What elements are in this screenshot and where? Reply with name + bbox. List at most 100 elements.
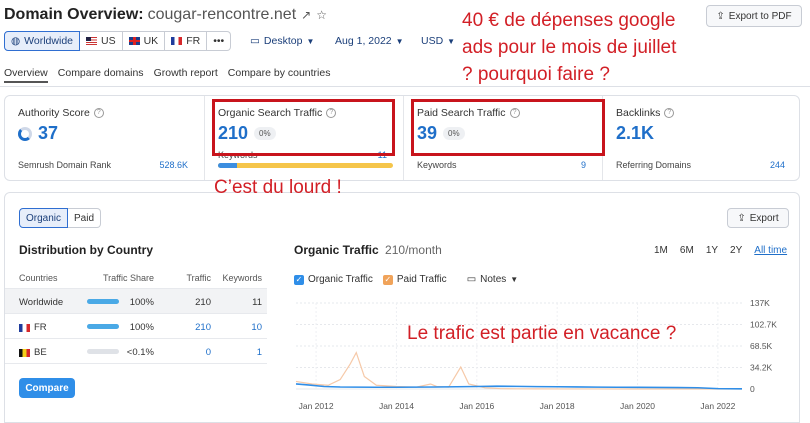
legend-organic[interactable]: ✓ Organic Traffic (294, 274, 373, 285)
metric-label: Authority Score (18, 107, 90, 119)
tab-compare-by-countries[interactable]: Compare by countries (227, 67, 331, 79)
backlinks-label: Backlinks ? (616, 107, 675, 119)
db-label: Worldwide (24, 35, 73, 47)
organic-highlight-box (212, 99, 395, 156)
us-flag-icon (86, 37, 97, 45)
compare-button[interactable]: Compare (19, 378, 75, 398)
domain-rank-value[interactable]: 528.6K (159, 160, 188, 170)
metric-value: 2.1K (616, 123, 655, 143)
share-bar-fill (87, 324, 119, 329)
domain-rank-label: Semrush Domain Rank (18, 160, 112, 170)
legend-paid[interactable]: ✓ Paid Traffic (382, 274, 447, 285)
referring-domains-label: Referring Domains (616, 160, 692, 170)
traffic-panel: Organic Paid ⇪ Export Distribution by Co… (4, 192, 800, 423)
db-label: UK (143, 35, 159, 47)
share-value: 100% (129, 322, 154, 333)
authority-score-value[interactable]: 37 (18, 123, 58, 144)
star-icon[interactable]: ☆ (316, 8, 327, 22)
notes-dropdown[interactable]: ▭ Notes ▼ (467, 274, 519, 285)
export-pdf-button[interactable]: ⇪ Export to PDF (706, 5, 802, 27)
paid-traffic-value[interactable]: 39 0% (417, 123, 465, 144)
organic-traffic-chart: 0 34.2K 68.5K 102.7K 137K Jan 2012 Jan 2014 Jan… (295, 298, 777, 411)
branded-traffic-bar (218, 163, 393, 168)
range-1m[interactable]: 1M (654, 245, 668, 256)
range-1y[interactable]: 1Y (705, 245, 719, 256)
toggle-organic[interactable]: Organic (19, 208, 69, 228)
info-icon[interactable]: ? (326, 108, 337, 118)
range-all-time[interactable]: All time (754, 245, 788, 256)
desktop-icon: ▭ (250, 35, 260, 47)
table-row[interactable]: FR 100% 210 10 (5, 314, 267, 339)
time-range-selector: 1M 6M 1Y 2Y All time (654, 245, 787, 256)
db-fr-button[interactable]: FR (165, 31, 208, 51)
annotation-heavy: C’est du lourd ! (214, 177, 342, 198)
currency-dropdown[interactable]: USD ▼ (421, 35, 455, 47)
col-keywords[interactable]: Keywords (222, 273, 262, 283)
y-tick-label: 68.5K (750, 341, 773, 351)
paid-highlight-box (411, 99, 605, 156)
metric-label: Backlinks (616, 107, 661, 119)
globe-icon: ◍ (11, 35, 21, 47)
info-icon[interactable]: ? (509, 108, 520, 118)
col-traffic-share[interactable]: Traffic Share (102, 273, 154, 283)
authority-score-card: Authority Score ? 37 Semrush Domain Rank… (5, 96, 204, 180)
date-dropdown[interactable]: Aug 1, 2022 ▼ (335, 35, 404, 47)
keywords-value[interactable]: 10 (251, 322, 262, 333)
paid-traffic-line (295, 351, 742, 390)
country-table: Countries Traffic Share Traffic Keywords… (5, 267, 267, 364)
fr-flag-icon (171, 37, 183, 45)
export-button[interactable]: ⇪ Export (727, 208, 789, 228)
organic-traffic-line (295, 383, 743, 390)
backlinks-value[interactable]: 2.1K (616, 123, 654, 144)
currency-value: USD (421, 35, 444, 47)
tab-growth-report[interactable]: Growth report (153, 67, 218, 79)
legend-label: Paid Traffic (396, 274, 447, 285)
y-tick-label: 34.2K (750, 363, 773, 373)
keywords-value[interactable]: 9 (580, 160, 586, 170)
external-link-icon[interactable]: ↗ (301, 8, 312, 22)
traffic-value[interactable]: 0 (205, 347, 211, 358)
table-row[interactable]: BE <0.1% 0 1 (5, 339, 267, 364)
share-bar-fill (87, 299, 119, 304)
db-uk-button[interactable]: UK (122, 31, 166, 51)
db-more-button[interactable]: ••• (207, 31, 232, 51)
col-countries[interactable]: Countries (19, 273, 58, 283)
db-label: US (101, 35, 116, 47)
db-label: FR (186, 35, 201, 47)
change-badge: 0% (443, 127, 465, 140)
fr-flag-icon (19, 323, 30, 332)
export-pdf-label: Export to PDF (728, 10, 792, 22)
chevron-down-icon: ▼ (306, 36, 315, 46)
keywords-value: 11 (252, 297, 262, 308)
nav-tabs: Overview Compare domains Growth report C… (4, 67, 330, 83)
keywords-value[interactable]: 1 (256, 347, 262, 358)
distribution-title: Distribution by Country (19, 243, 153, 257)
metric-label: Paid Search Traffic (417, 107, 506, 119)
tabs-divider (0, 86, 810, 87)
domain-name[interactable]: cougar-rencontre.net (147, 6, 297, 23)
metric-label: Organic Search Traffic (218, 107, 323, 119)
table-row[interactable]: Worldwide 100% 210 11 (5, 289, 267, 314)
db-us-button[interactable]: US (80, 31, 123, 51)
referring-domains-value[interactable]: 244 (769, 160, 785, 170)
paid-traffic-label: Paid Search Traffic ? (417, 107, 520, 119)
keywords-label: Keywords (417, 160, 457, 170)
organic-traffic-value[interactable]: 210 0% (218, 123, 276, 144)
export-icon: ⇪ (716, 10, 725, 22)
country-cell: FR (19, 322, 47, 333)
info-icon[interactable]: ? (93, 108, 104, 118)
database-selector: ◍ Worldwide US UK FR ••• (4, 31, 232, 51)
range-6m[interactable]: 6M (679, 245, 694, 256)
db-worldwide-button[interactable]: ◍ Worldwide (4, 31, 80, 51)
toggle-paid[interactable]: Paid (68, 208, 102, 228)
tab-overview[interactable]: Overview (4, 67, 48, 83)
chart-unit: 210/month (385, 243, 442, 257)
device-dropdown[interactable]: ▭ Desktop ▼ (250, 35, 314, 47)
x-tick-label: Jan 2018 (540, 401, 575, 411)
col-traffic[interactable]: Traffic (186, 273, 211, 283)
traffic-value[interactable]: 210 (195, 322, 211, 333)
tab-compare-domains[interactable]: Compare domains (57, 67, 144, 79)
range-2y[interactable]: 2Y (730, 245, 743, 256)
date-value: Aug 1, 2022 (335, 35, 392, 47)
info-icon[interactable]: ? (664, 108, 675, 118)
